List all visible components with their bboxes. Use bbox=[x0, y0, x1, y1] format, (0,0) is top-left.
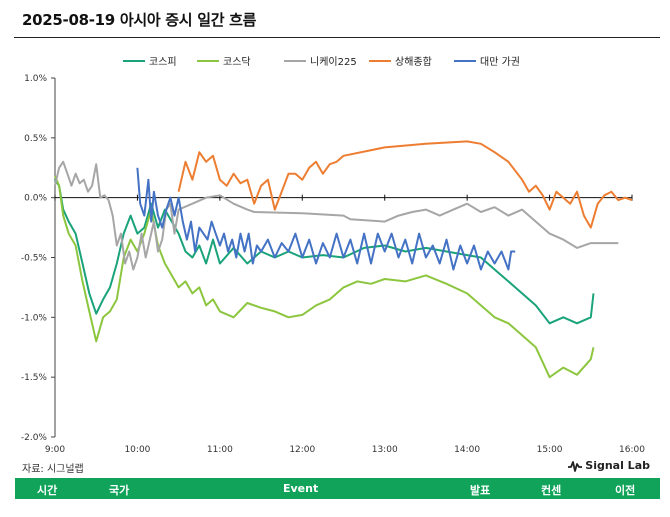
column-header-previous: 이전 bbox=[615, 484, 636, 497]
legend-item: 코스피 bbox=[123, 56, 177, 68]
x-tick-label: 10:00 bbox=[124, 445, 150, 455]
legend-item: 니케이225 bbox=[284, 56, 357, 68]
x-tick-label: 14:00 bbox=[454, 445, 480, 455]
series-line bbox=[177, 140, 633, 229]
economic-calendar-header: 시간 국가 Event 발표 컨센 이전 bbox=[15, 478, 660, 499]
chart-title: 2025-08-19 아시아 증시 일간 흐름 bbox=[22, 11, 257, 29]
legend: 코스피 코스닥 니케이225 상해종합 대만 가권 bbox=[123, 55, 520, 68]
title-divider bbox=[14, 37, 660, 38]
series-lines bbox=[54, 140, 633, 379]
legend-label: 코스닥 bbox=[223, 56, 251, 68]
y-tick-label: -0.5% bbox=[21, 254, 48, 264]
column-header-country: 국가 bbox=[109, 484, 130, 497]
legend-label: 상해종합 bbox=[395, 55, 432, 68]
x-axis: 9:00 10:00 11:00 12:00 13:00 14:00 15:00 16:00 bbox=[45, 194, 645, 455]
x-tick-label: 11:00 bbox=[207, 445, 233, 455]
series-line bbox=[54, 179, 595, 325]
y-tick-label: -2.0% bbox=[21, 433, 48, 443]
legend-label: 니케이225 bbox=[310, 56, 357, 68]
y-tick-label: -1.0% bbox=[21, 313, 48, 323]
column-header-time: 시간 bbox=[37, 484, 58, 497]
y-tick-label: 0.0% bbox=[24, 194, 47, 204]
series-line bbox=[54, 175, 595, 379]
column-header-event: Event bbox=[283, 482, 319, 495]
legend-item: 코스닥 bbox=[197, 56, 251, 68]
x-tick-label: 13:00 bbox=[372, 445, 398, 455]
line-chart: 코스피 코스닥 니케이225 상해종합 대만 가권 1.0% 0.5% 0.0% -0.5% -… bbox=[21, 55, 645, 455]
legend-item: 대만 가권 bbox=[454, 56, 520, 68]
brand-logo: Signal Lab bbox=[568, 459, 650, 472]
series-line bbox=[136, 167, 516, 271]
x-tick-label: 9:00 bbox=[45, 445, 65, 455]
brand-name: Signal Lab bbox=[585, 459, 650, 472]
series-line bbox=[54, 160, 619, 271]
column-header-consensus: 컨센 bbox=[541, 484, 562, 497]
y-tick-label: -1.5% bbox=[21, 373, 48, 383]
legend-label: 대만 가권 bbox=[480, 56, 520, 68]
legend-label: 코스피 bbox=[149, 56, 177, 68]
signal-wave-icon bbox=[568, 460, 583, 472]
x-tick-label: 12:00 bbox=[289, 445, 315, 455]
x-tick-label: 16:00 bbox=[619, 445, 645, 455]
legend-item: 상해종합 bbox=[369, 55, 432, 68]
x-tick-label: 15:00 bbox=[537, 445, 563, 455]
source-note: 자료: 시그널랩 bbox=[22, 464, 84, 475]
y-axis: 1.0% 0.5% 0.0% -0.5% -1.0% -1.5% -2.0% bbox=[21, 74, 56, 443]
y-tick-label: 1.0% bbox=[24, 74, 47, 84]
y-tick-label: 0.5% bbox=[24, 134, 47, 144]
column-header-actual: 발표 bbox=[470, 484, 491, 497]
